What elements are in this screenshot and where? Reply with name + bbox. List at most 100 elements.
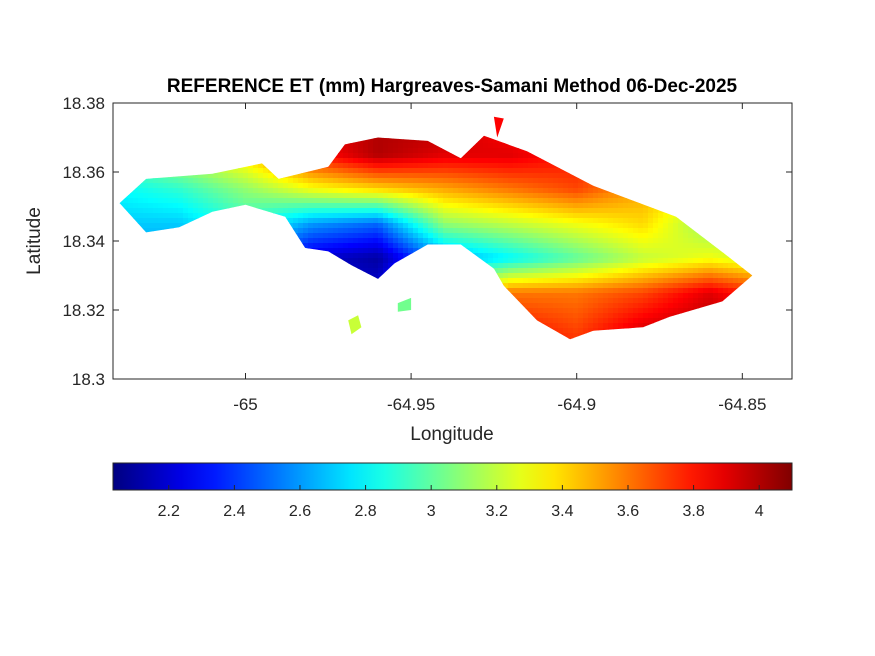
et-cell xyxy=(188,203,194,209)
et-cell xyxy=(563,183,569,189)
et-cell xyxy=(213,188,219,194)
et-cell xyxy=(233,168,239,174)
et-cell xyxy=(548,198,554,204)
et-cell xyxy=(623,298,629,304)
et-cell xyxy=(588,288,594,294)
et-cell xyxy=(233,178,239,184)
et-cell xyxy=(458,218,464,224)
et-cell xyxy=(463,208,469,214)
et-cell xyxy=(383,248,389,254)
et-cell xyxy=(468,198,474,204)
et-cell xyxy=(493,148,499,154)
et-cell xyxy=(488,148,494,154)
et-cell xyxy=(443,238,449,244)
et-cell xyxy=(368,188,374,194)
et-cell xyxy=(523,303,529,309)
et-cell xyxy=(483,163,489,169)
et-cell xyxy=(623,318,629,324)
et-cell xyxy=(278,193,284,199)
et-cell xyxy=(303,243,309,249)
et-cell xyxy=(448,228,454,234)
et-cell xyxy=(563,288,569,294)
et-cell xyxy=(608,213,614,219)
et-cell xyxy=(503,213,509,219)
et-cell xyxy=(643,223,649,229)
et-cell xyxy=(558,323,564,329)
et-cell xyxy=(408,223,414,229)
et-cell xyxy=(323,173,329,179)
et-cell xyxy=(463,173,469,179)
et-cell xyxy=(543,303,549,309)
et-cell xyxy=(373,268,379,274)
et-cell xyxy=(333,243,339,249)
et-cell xyxy=(533,278,539,284)
et-cell xyxy=(568,303,574,309)
et-cell xyxy=(268,193,274,199)
et-cell xyxy=(413,248,419,254)
et-cell xyxy=(573,308,579,314)
et-cell xyxy=(368,263,374,269)
et-cell xyxy=(543,263,549,269)
et-cell xyxy=(448,168,454,174)
et-cell xyxy=(488,153,494,159)
et-cell xyxy=(608,303,614,309)
et-cell xyxy=(603,273,609,279)
et-cell xyxy=(448,188,454,194)
et-cell xyxy=(168,208,174,214)
et-cell xyxy=(258,163,264,169)
et-cell xyxy=(628,313,634,319)
et-cell xyxy=(573,253,579,259)
et-cell xyxy=(488,248,494,254)
et-cell xyxy=(558,168,564,174)
et-cell xyxy=(408,153,414,159)
et-cell xyxy=(578,328,584,334)
et-cell xyxy=(583,243,589,249)
et-cell xyxy=(373,153,379,159)
et-cell xyxy=(578,313,584,319)
et-cell xyxy=(253,163,259,169)
et-cell xyxy=(588,213,594,219)
et-cell xyxy=(218,173,224,179)
et-cell xyxy=(373,178,379,184)
et-cell xyxy=(428,178,434,184)
et-cell xyxy=(333,168,339,174)
et-cell xyxy=(368,158,374,164)
et-cell xyxy=(373,193,379,199)
et-cell xyxy=(593,208,599,214)
et-cell xyxy=(498,193,504,199)
et-cell xyxy=(518,228,524,234)
et-cell xyxy=(563,308,569,314)
et-cell xyxy=(368,248,374,254)
et-cell xyxy=(563,243,569,249)
et-cell xyxy=(578,183,584,189)
et-cell xyxy=(628,278,634,284)
et-cell xyxy=(413,208,419,214)
et-cell xyxy=(648,278,654,284)
et-cell xyxy=(648,263,654,269)
et-cell xyxy=(333,193,339,199)
et-cell xyxy=(138,203,144,209)
et-cell xyxy=(613,263,619,269)
et-cell xyxy=(563,273,569,279)
et-cell xyxy=(488,253,494,259)
et-cell xyxy=(553,293,559,299)
et-cell xyxy=(358,263,364,269)
et-cell xyxy=(418,148,424,154)
et-cell xyxy=(628,203,634,209)
et-cell xyxy=(363,263,369,269)
et-cell xyxy=(438,203,444,209)
et-cell xyxy=(388,153,394,159)
et-cell xyxy=(548,268,554,274)
et-cell xyxy=(418,243,424,249)
et-cell xyxy=(298,238,304,244)
et-cell xyxy=(353,193,359,199)
et-cell xyxy=(153,223,159,229)
et-cell xyxy=(613,278,619,284)
et-cell xyxy=(583,313,589,319)
et-cell xyxy=(318,193,324,199)
et-cell xyxy=(578,203,584,209)
et-cell xyxy=(403,228,409,234)
et-cell xyxy=(438,178,444,184)
et-cell xyxy=(333,253,339,259)
et-cell xyxy=(468,203,474,209)
